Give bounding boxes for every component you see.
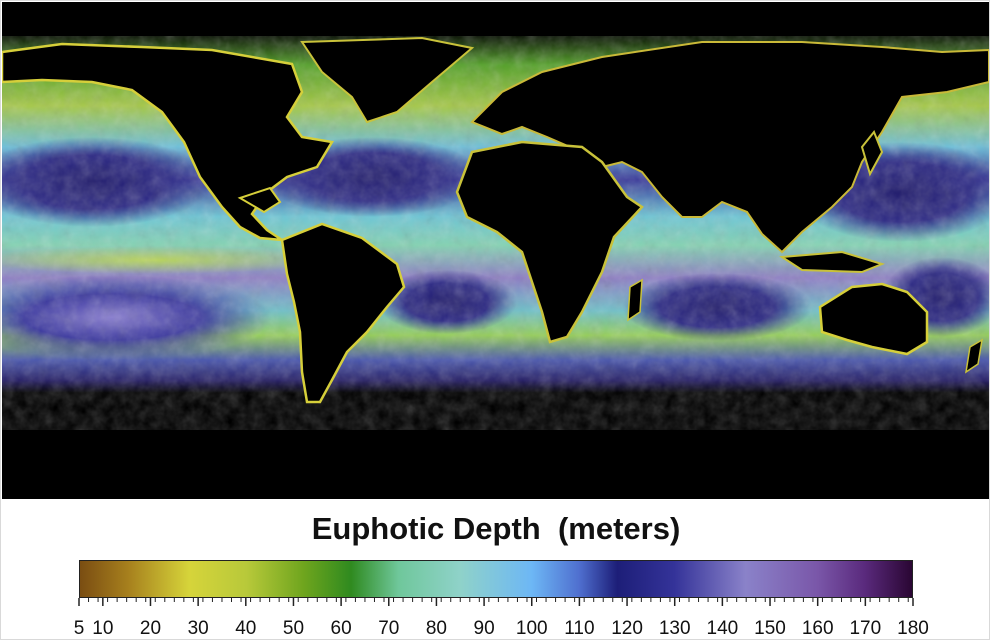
colorbar-tick-label: 170	[849, 618, 881, 639]
arctic-no-data	[2, 2, 989, 36]
land-antarctica	[2, 430, 989, 499]
colorbar-tick-label: 100	[516, 618, 548, 639]
colorbar-tick-label: 40	[235, 618, 256, 639]
world-map-panel	[2, 2, 989, 499]
euphotic-depth-world-map	[2, 2, 989, 499]
colorbar-tick-label: 60	[331, 618, 352, 639]
colorbar	[79, 560, 913, 598]
colorbar-tick-label: 150	[754, 618, 786, 639]
colorbar-tick-label: 90	[474, 618, 495, 639]
colorbar-tick-label: 70	[378, 618, 399, 639]
colorbar-tick-label: 80	[426, 618, 447, 639]
colorbar-tick-label: 30	[188, 618, 209, 639]
colorbar-tick-label: 160	[802, 618, 834, 639]
colorbar-tick-label: 180	[897, 618, 929, 639]
colorbar-tick-label: 130	[659, 618, 691, 639]
colorbar-ticks: 5 10 20 30 40 50 60 70 80 90 100 110 120 130 140 150 160…	[61, 598, 941, 641]
legend-title: Euphotic Depth (meters)	[1, 511, 990, 547]
colorbar-tick-label: 110	[564, 618, 594, 639]
colorbar-tick-label: 5	[74, 618, 85, 639]
colorbar-tick-label: 120	[611, 618, 643, 639]
colorbar-tick-label: 140	[707, 618, 739, 639]
colorbar-tick-label: 50	[283, 618, 304, 639]
colorbar-tick-label: 10	[92, 618, 113, 639]
colorbar-tick-label: 20	[140, 618, 161, 639]
